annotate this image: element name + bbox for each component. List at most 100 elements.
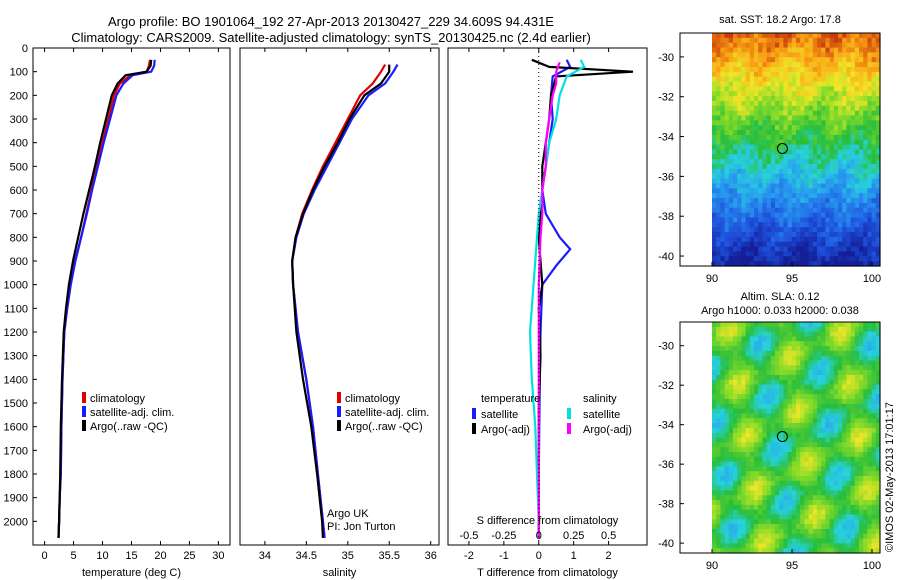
map-cell: [850, 52, 856, 58]
map-cell: [745, 384, 751, 390]
map-cell: [833, 466, 839, 472]
map-cell: [766, 413, 772, 419]
map-cell: [859, 139, 864, 146]
map-cell: [842, 500, 847, 506]
map-cell: [804, 447, 810, 453]
map-cell: [716, 251, 721, 257]
map-cell: [846, 413, 852, 419]
map-cell: [749, 227, 755, 233]
map-cell: [829, 331, 835, 338]
map-cell: [875, 261, 881, 267]
map-cell: [728, 360, 734, 366]
map-cell: [850, 57, 856, 63]
map-cell: [812, 365, 818, 371]
map-cell: [787, 514, 793, 520]
map-cell: [821, 86, 826, 92]
map-cell: [770, 471, 776, 477]
map-cell: [842, 251, 847, 257]
map-cell: [850, 394, 856, 400]
map-cell: [724, 427, 730, 434]
map-cell: [838, 350, 843, 357]
map-cell: [741, 548, 747, 554]
map-cell: [812, 519, 818, 525]
map-cell: [859, 81, 864, 87]
map-cell: [821, 246, 826, 253]
map-cell: [724, 207, 730, 214]
map-cell: [745, 543, 751, 549]
map-cell: [716, 480, 721, 487]
map-cell: [804, 538, 810, 544]
map-cell: [833, 500, 839, 506]
annotation-text: PI: Jon Turton: [327, 521, 395, 533]
map-cell: [800, 62, 805, 68]
map-cell: [846, 246, 852, 253]
map-cell: [846, 370, 852, 376]
y-tick-label: 800: [10, 232, 28, 244]
map-cell: [754, 154, 759, 160]
map-cell: [829, 336, 835, 342]
map-cell: [808, 418, 814, 424]
map-cell: [850, 232, 856, 238]
map-cell: [749, 241, 755, 248]
map-cell: [859, 408, 864, 415]
map-cell: [859, 442, 864, 448]
map-cell: [787, 432, 793, 439]
map-cell: [737, 399, 742, 405]
map-cell: [737, 134, 742, 141]
map-cell: [821, 341, 826, 347]
map-cell: [825, 326, 831, 333]
map-cell: [762, 178, 768, 185]
map-cell: [875, 193, 881, 199]
series-line: [528, 59, 586, 538]
map-cell: [829, 246, 835, 253]
map-cell: [770, 399, 776, 405]
map-cell: [796, 62, 801, 68]
map-cell: [850, 144, 856, 151]
map-cell: [741, 509, 747, 516]
map-cell: [867, 543, 873, 549]
map-cell: [766, 538, 772, 544]
map-cell: [859, 524, 864, 530]
map-cell: [770, 144, 776, 151]
map-cell: [829, 76, 835, 83]
imos-timestamp: ©IMOS 02-May-2013 17:01:17: [884, 402, 896, 552]
map-cell: [724, 374, 730, 381]
map-cell: [724, 509, 730, 516]
map-cell: [871, 456, 877, 463]
map-cell: [754, 346, 759, 352]
map-cell: [754, 514, 759, 520]
map-cell: [737, 227, 742, 233]
map-cell: [720, 164, 726, 170]
map-cell: [716, 374, 721, 381]
map-cell: [728, 52, 734, 58]
map-cell: [800, 139, 805, 146]
map-cell: [796, 408, 801, 415]
map-cell: [783, 336, 789, 342]
map-cell: [838, 480, 843, 487]
map-cell: [854, 399, 860, 405]
map-cell: [745, 183, 751, 189]
map-cell: [817, 251, 822, 257]
map-cell: [863, 178, 868, 185]
map-cell: [854, 139, 860, 146]
map-cell: [762, 81, 768, 87]
map-cell: [850, 423, 856, 429]
map-cell: [741, 389, 747, 395]
map-cell: [749, 217, 755, 223]
map-cell: [875, 37, 881, 44]
map-cell: [779, 134, 784, 141]
map-cell: [850, 86, 856, 92]
map-cell: [749, 374, 755, 381]
map-cell: [859, 466, 864, 472]
map-cell: [733, 447, 738, 453]
map-cell: [770, 490, 776, 496]
map-cell: [766, 33, 772, 39]
map-cell: [800, 451, 805, 458]
map-cell: [783, 504, 789, 511]
map-cell: [800, 110, 805, 117]
map-cell: [733, 365, 738, 371]
map-cell: [779, 86, 784, 92]
map-cell: [741, 188, 747, 194]
map-cell: [720, 105, 726, 112]
map-cell: [733, 33, 738, 39]
